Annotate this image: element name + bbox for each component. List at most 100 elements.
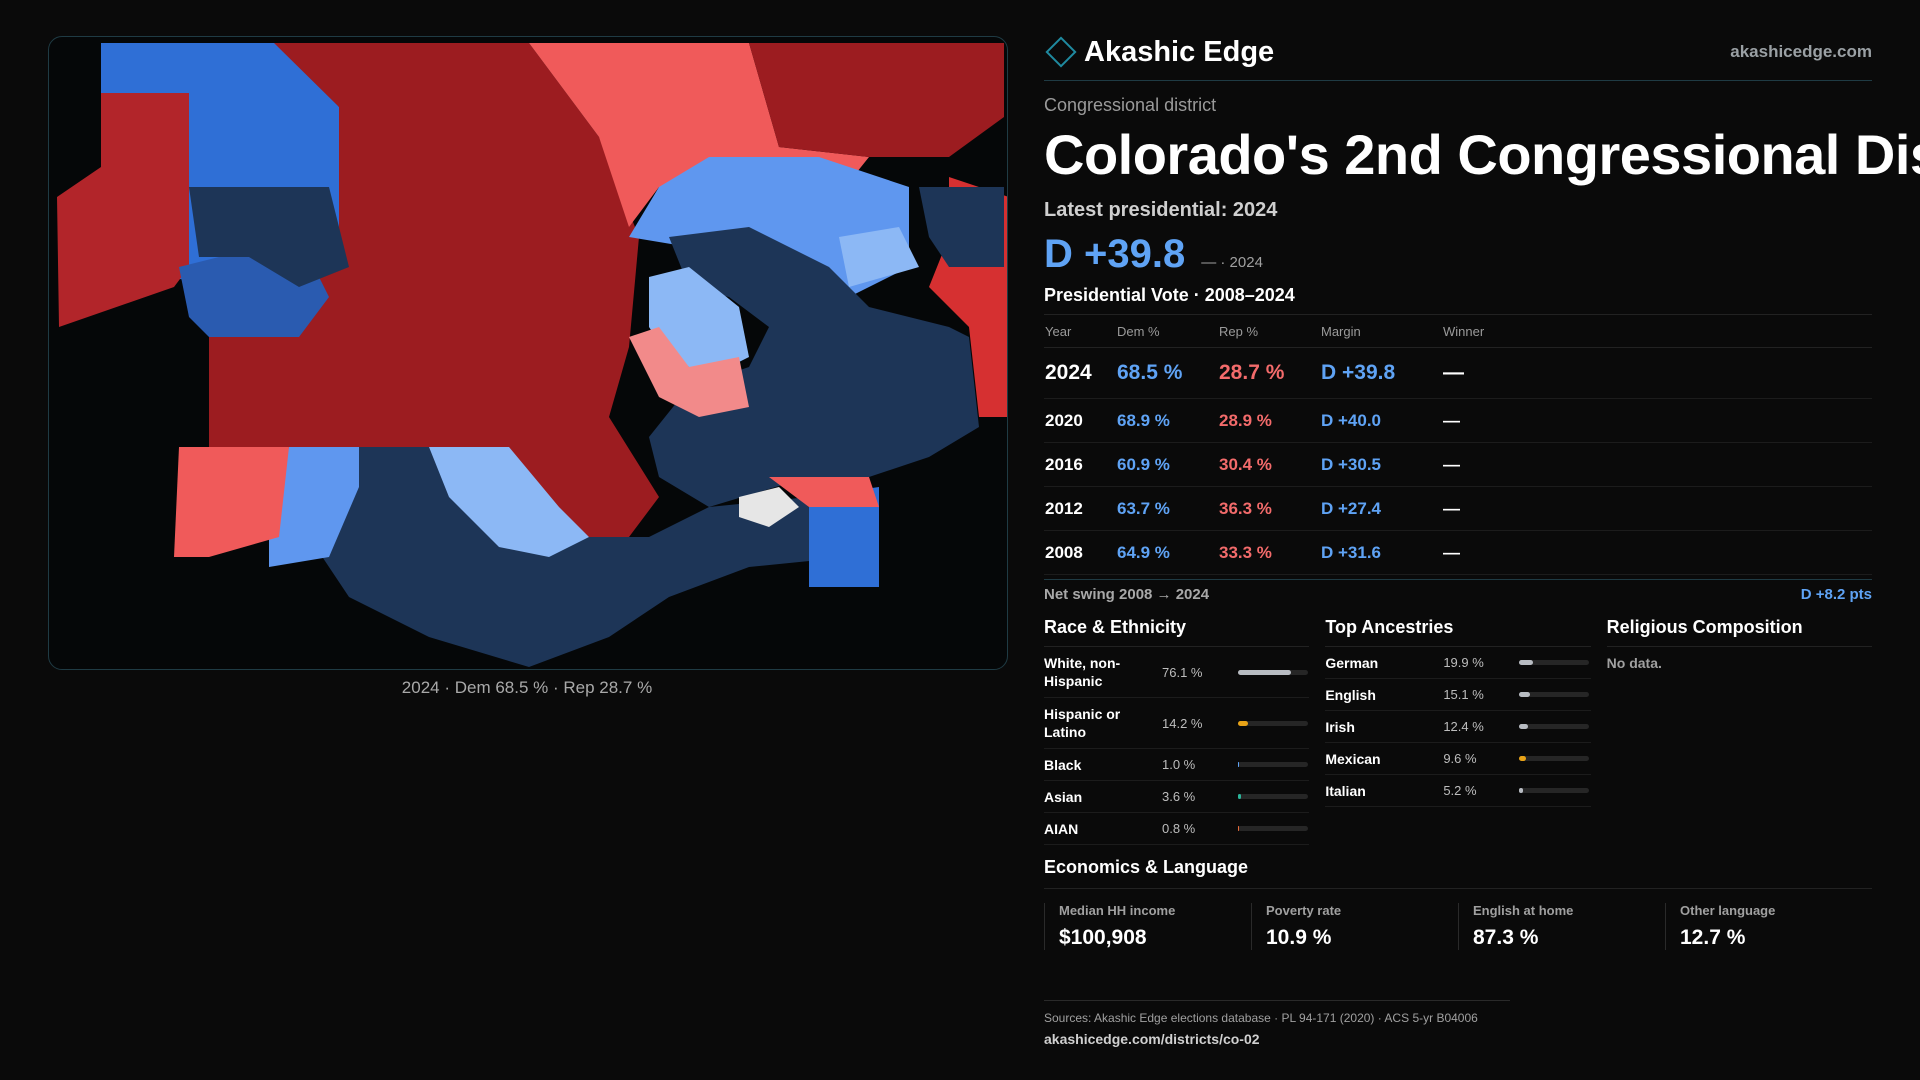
dem-cell: 60.9 %: [1116, 442, 1218, 487]
demographic-row: English 15.1 %: [1325, 679, 1591, 711]
table-header-row: Year Dem % Rep % Margin Winner: [1044, 314, 1872, 348]
year-cell: 2024: [1044, 347, 1116, 399]
econ-label: Other language: [1680, 903, 1776, 918]
map-region[interactable]: [269, 447, 359, 567]
map-region[interactable]: [739, 487, 799, 527]
margin-cell: D +39.8: [1320, 347, 1442, 399]
details-panel: Akashic Edge akashicedge.com Congression…: [1044, 30, 1920, 1047]
econ-cell-other-language: Other language 12.7 %: [1665, 903, 1872, 950]
brand[interactable]: Akashic Edge: [1044, 36, 1274, 69]
col-dem: Dem %: [1116, 314, 1218, 348]
demographic-bar-fill: [1238, 826, 1240, 831]
demographic-row: Hispanic or Latino 14.2 %: [1044, 698, 1310, 749]
rep-cell: 28.9 %: [1218, 398, 1320, 443]
demographic-percent: 5.2 %: [1443, 783, 1477, 798]
col-margin: Margin: [1320, 314, 1442, 348]
demographics-grid: Race & Ethnicity White, non-Hispanic 76.1…: [1044, 617, 1872, 845]
page-title: Colorado's 2nd Congressional District: [1044, 123, 1920, 186]
demographic-bar-fill: [1519, 724, 1528, 729]
col-rep: Rep %: [1218, 314, 1320, 348]
demographic-bar-fill: [1238, 794, 1241, 799]
demographic-bar-fill: [1519, 756, 1527, 761]
demographic-label: Italian: [1325, 782, 1366, 799]
map-region[interactable]: [769, 477, 879, 507]
map-region[interactable]: [629, 157, 909, 297]
demographic-percent: 3.6 %: [1162, 789, 1196, 804]
econ-cell-income: Median HH income $100,908: [1044, 903, 1251, 950]
margin-cell: D +30.5: [1320, 442, 1442, 487]
sources: Sources: Akashic Edge elections database…: [1044, 1000, 1510, 1047]
net-swing-value: D +8.2 pts: [1800, 586, 1872, 603]
dem-cell: 64.9 %: [1116, 530, 1218, 575]
winner-cell: —: [1442, 347, 1872, 399]
demographic-row: Italian 5.2 %: [1325, 775, 1591, 807]
margin-cell: D +27.4: [1320, 486, 1442, 531]
demographic-label: Black: [1044, 756, 1082, 773]
economics-section: Economics & Language Median HH income $1…: [1044, 857, 1872, 950]
religion-section: Religious Composition No data.: [1606, 617, 1872, 845]
precinct-map-svg[interactable]: [49, 37, 1007, 669]
demographic-label: White, non-Hispanic: [1044, 655, 1121, 689]
demographic-percent: 9.6 %: [1443, 751, 1477, 766]
demographic-percent: 76.1 %: [1162, 664, 1203, 680]
map-region[interactable]: [809, 487, 879, 587]
map-caption: 2024 · Dem 68.5 % · Rep 28.7 %: [401, 678, 653, 697]
col-winner: Winner: [1442, 314, 1872, 348]
map-region[interactable]: [189, 187, 349, 287]
brand-name: Akashic Edge: [1084, 35, 1275, 68]
map-region[interactable]: [839, 227, 919, 287]
brand-url[interactable]: akashicedge.com: [1730, 42, 1872, 61]
table-row: 2020 68.9 % 28.9 % D +40.0 —: [1044, 398, 1872, 443]
district-map[interactable]: [48, 36, 1008, 670]
demographic-bar: [1238, 826, 1308, 831]
map-region[interactable]: [309, 447, 849, 667]
map-region[interactable]: [429, 447, 589, 557]
demographic-row: White, non-Hispanic 76.1 %: [1044, 647, 1310, 698]
winner-cell: —: [1442, 398, 1872, 443]
demographic-percent: 15.1 %: [1443, 687, 1484, 702]
year-cell: 2020: [1044, 398, 1116, 443]
map-region[interactable]: [919, 187, 1004, 267]
table-row: 2024 68.5 % 28.7 % D +39.8 —: [1044, 347, 1872, 399]
lean-row: D +39.8 — · 2024: [1044, 232, 1872, 277]
map-region[interactable]: [57, 93, 189, 327]
econ-value: 12.7 %: [1680, 926, 1746, 949]
map-region[interactable]: [749, 43, 1004, 157]
demographic-percent: 12.4 %: [1443, 719, 1484, 734]
demographic-bar-fill: [1238, 720, 1248, 726]
demographic-row: Asian 3.6 %: [1044, 781, 1310, 813]
demographic-label: English: [1325, 686, 1376, 703]
economics-heading: Economics & Language: [1044, 857, 1872, 889]
winner-cell: —: [1442, 530, 1872, 575]
table-row: 2012 63.7 % 36.3 % D +27.4 —: [1044, 486, 1872, 531]
map-region[interactable]: [209, 43, 659, 537]
map-region[interactable]: [174, 447, 289, 557]
demographic-bar: [1519, 756, 1590, 761]
demographic-bar: [1238, 794, 1308, 799]
economics-grid: Median HH income $100,908 Poverty rate 1…: [1044, 903, 1872, 950]
sources-text: Sources: Akashic Edge elections database…: [1044, 1011, 1478, 1025]
demographic-bar: [1519, 692, 1590, 697]
dem-cell: 68.9 %: [1116, 398, 1218, 443]
demographic-percent: 1.0 %: [1162, 757, 1196, 772]
year-cell: 2016: [1044, 442, 1116, 487]
col-year: Year: [1044, 314, 1116, 348]
net-swing-row: Net swing 2008 → 2024 D +8.2 pts: [1044, 579, 1872, 603]
eyebrow: Congressional district: [1044, 95, 1217, 115]
margin-cell: D +40.0: [1320, 398, 1442, 443]
demographic-row: Black 1.0 %: [1044, 749, 1310, 781]
map-region[interactable]: [629, 327, 749, 417]
econ-value: $100,908: [1059, 926, 1147, 949]
year-cell: 2012: [1044, 486, 1116, 531]
district-url[interactable]: akashicedge.com/districts/co-02: [1044, 1031, 1260, 1047]
ancestry-heading: Top Ancestries: [1325, 617, 1591, 647]
lean-value: D +39.8: [1044, 232, 1186, 276]
brand-row: Akashic Edge akashicedge.com: [1044, 30, 1872, 81]
demographic-bar-fill: [1519, 788, 1523, 793]
econ-value: 10.9 %: [1266, 926, 1332, 949]
map-region[interactable]: [649, 227, 979, 507]
demographic-bar: [1519, 788, 1590, 793]
demographic-bar-fill: [1519, 660, 1534, 665]
lean-note: — · 2024: [1201, 254, 1263, 271]
